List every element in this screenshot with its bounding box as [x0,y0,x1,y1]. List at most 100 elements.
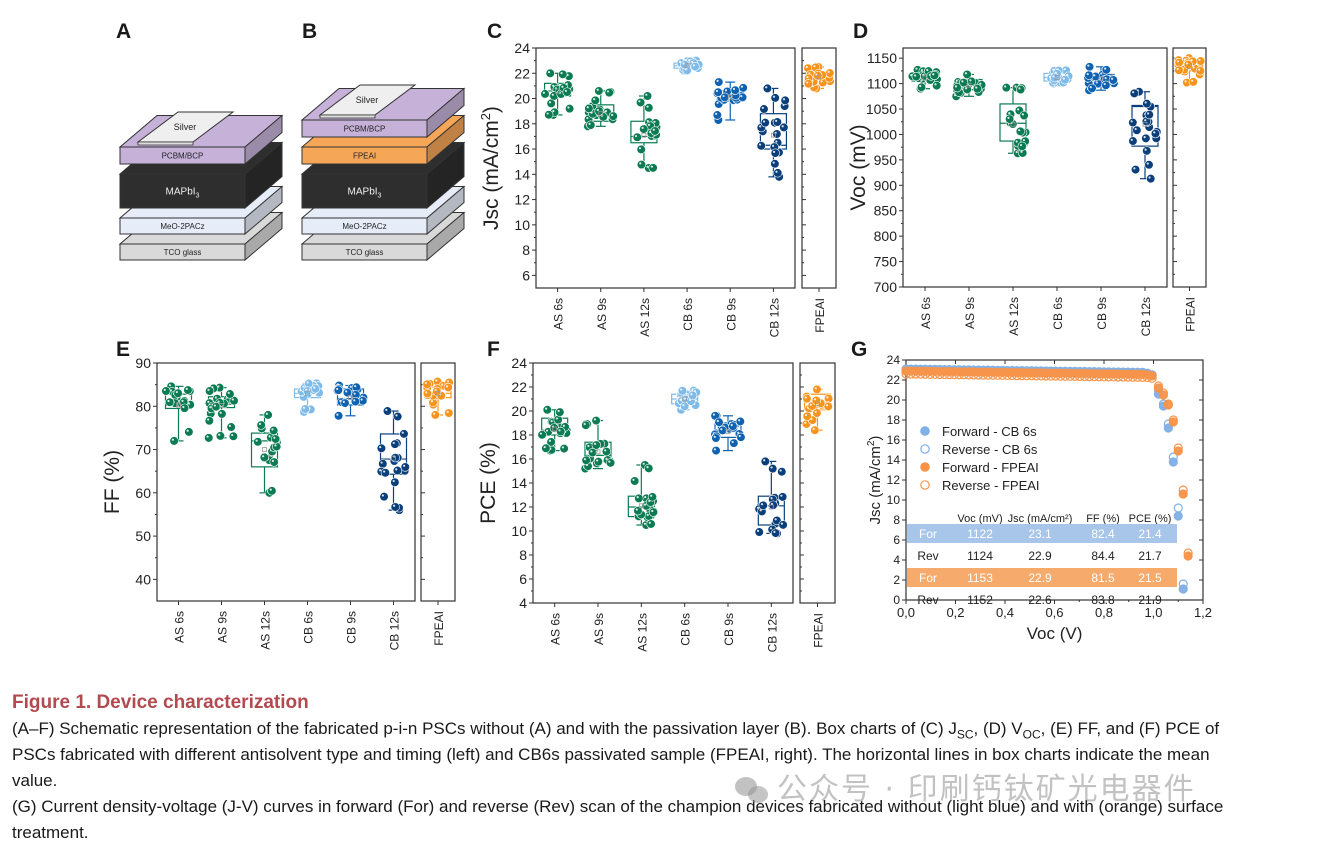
y-tick-label: 0 [893,593,900,607]
data-point-highlight [772,150,776,153]
data-point [310,384,321,394]
data-point-highlight [770,502,774,506]
jv-point [930,369,940,380]
data-point-highlight [395,468,398,471]
data-point-highlight [555,417,559,420]
data-point-highlight [961,80,964,83]
data-point-highlight [775,170,778,173]
layer-front-face [119,243,246,261]
data-point-highlight [231,398,234,401]
data-point [179,403,190,413]
data-point [779,122,789,133]
x-tick-label: CB 12s [388,611,402,650]
data-point-highlight [682,62,685,65]
jv-point [901,369,911,379]
table-cell-voc: 1122 [967,527,993,541]
data-point [1142,146,1152,156]
data-point [647,492,658,502]
data-point-highlight [646,466,649,469]
data-point [333,411,344,421]
jv-point [1070,371,1080,381]
data-point [952,83,962,93]
layer-front-face [301,119,428,138]
data-point [636,144,646,155]
data-point [559,443,569,454]
data-point [399,429,409,439]
data-point-highlight [1144,101,1147,104]
plot-frame [535,47,796,289]
y-tick-label: 16 [514,141,530,157]
mean-marker [598,111,604,117]
data-point-highlight [678,60,682,63]
y-tick-label: 16 [511,451,527,467]
data-point-highlight [1022,138,1026,142]
data-point-highlight [804,413,808,417]
data-point [204,416,214,426]
y-tick-label: 14 [887,453,901,467]
data-point-highlight [813,65,816,68]
x-tick-label: FPEAI [1184,297,1198,332]
y-tick-label: 20 [511,403,527,419]
data-point-highlight [543,445,546,449]
jv-point [1007,370,1017,381]
panel-letter-c: C [487,20,503,43]
data-point [342,387,353,398]
table-header: FF (%) [1086,513,1120,525]
data-point-highlight [775,119,778,122]
data-point [677,386,687,396]
x-tick-label: CB 9s [345,611,359,644]
data-point-highlight [826,396,829,399]
data-point [430,410,440,420]
data-point [173,388,183,398]
data-point-highlight [964,72,968,75]
data-point [581,455,591,465]
data-point [756,141,766,151]
data-point-highlight [740,85,744,88]
y-tick-label: 20 [887,393,901,407]
jsc-subscript: SC [956,727,974,742]
data-point-highlight [345,390,348,393]
data-point [811,395,821,406]
data-point [390,477,400,487]
mean-marker [552,426,558,432]
silver-front-face [137,141,194,146]
caption-title: Figure 1. Device characterization [12,692,309,713]
data-point-highlight [1018,129,1021,132]
data-point [1174,58,1184,68]
data-point [556,426,566,437]
data-point-highlight [641,126,644,129]
mean-marker [638,503,644,509]
box-cb-6s [1043,65,1074,89]
data-point [587,447,598,458]
data-point [1174,65,1184,75]
data-point [256,420,266,430]
data-point-highlight [634,134,638,138]
data-point [1001,83,1011,93]
data-point [553,415,563,425]
table-cell-pce: 21.4 [1138,527,1162,541]
data-point-highlight [759,509,762,512]
jv-point [1075,371,1085,382]
legend-label: Forward - FPEAI [942,460,1039,475]
layer-label: TCO glass [164,248,202,257]
data-point-highlight [715,89,719,93]
data-point [736,432,746,442]
table-header: PCE (%) [1129,513,1172,525]
data-point-highlight [646,119,649,123]
data-point [812,408,822,418]
jv-point [1089,372,1099,382]
data-point-highlight [593,98,596,101]
data-point-highlight [731,440,734,444]
schematic-a: TCO glass MeO-2PACz MAPbI3 PCBM/BCP Silver [118,111,284,262]
data-point-highlight [1198,58,1201,61]
mean-marker [1098,76,1104,81]
silver-front-face [319,114,376,119]
jv-point [1084,371,1094,382]
data-point [777,467,787,477]
x-tick-label: CB 12s [1139,297,1153,336]
mean-marker [815,401,820,407]
panel-letter-e: E [116,338,131,361]
caption-line-2: PSCs fabricated with different antisolve… [12,745,1210,764]
legend-marker [920,462,930,472]
data-point [759,104,769,114]
